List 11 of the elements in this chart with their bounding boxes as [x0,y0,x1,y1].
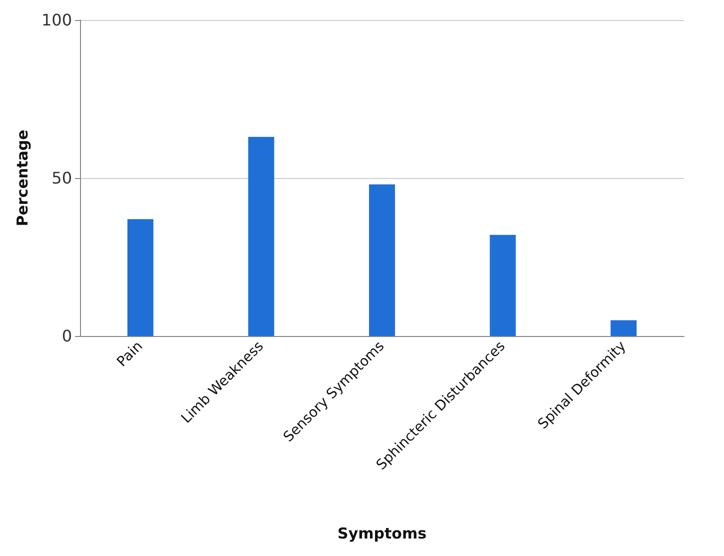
bar [490,234,516,336]
x-axis-title: Symptoms [338,524,427,542]
x-tick-label: Pain [114,338,146,370]
bar [248,136,274,336]
bar [369,184,395,336]
y-tick-label: 0 [62,326,72,346]
y-axis-title: Percentage [14,130,32,226]
bar [610,320,637,336]
y-tick-label: 50 [52,168,72,188]
bar [127,219,154,336]
y-tick-label: 100 [41,10,72,30]
